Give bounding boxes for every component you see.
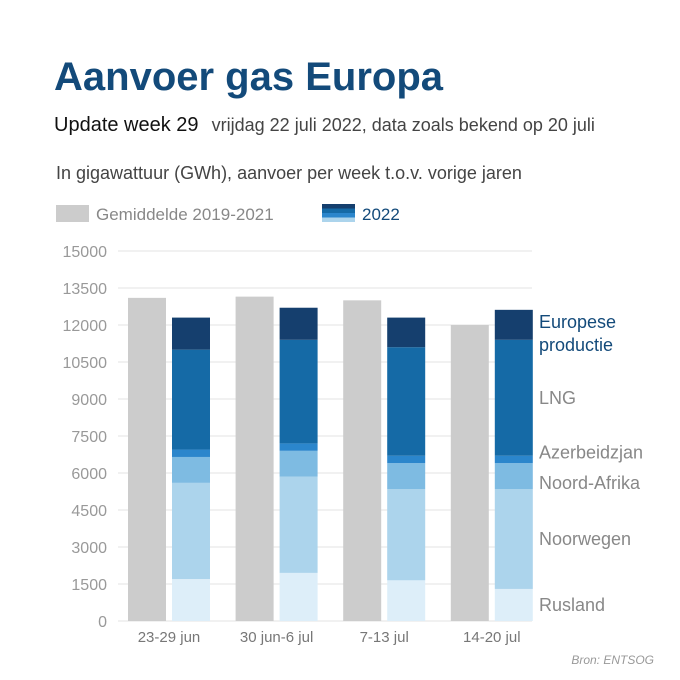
bar-2022-noorwegen-14-20-jul bbox=[494, 489, 533, 589]
bar-2022-lng-30-jun-6-jul bbox=[279, 339, 318, 444]
segment-label-noorwegen: Noorwegen bbox=[539, 529, 631, 549]
bar-2022-rusland-7-13-jul bbox=[387, 580, 426, 621]
bar-2022-noord-afrika-7-13-jul bbox=[387, 463, 426, 490]
y-tick-label: 4500 bbox=[71, 503, 107, 520]
bar-2022-rusland-14-20-jul bbox=[494, 588, 533, 621]
bar-2022-noorwegen-30-jun-6-jul bbox=[279, 476, 318, 573]
bar-2022-noord-afrika-14-20-jul bbox=[494, 463, 533, 490]
bar-2022-europese-productie-14-20-jul bbox=[494, 309, 533, 340]
bar-2022-europese-productie-7-13-jul bbox=[387, 317, 426, 348]
y-tick-label: 3000 bbox=[71, 540, 107, 557]
x-axis-categories: 23-29 jun 30 jun-6 jul 7-13 jul 14-20 jul bbox=[138, 629, 521, 646]
segment-label-productie: productie bbox=[539, 335, 613, 355]
bar-2022-rusland-23-29-jun bbox=[172, 579, 210, 621]
bar-average-14-20-jul bbox=[450, 325, 489, 621]
bar-2022-azerbeidzjan-14-20-jul bbox=[494, 455, 533, 464]
y-tick-label: 9000 bbox=[71, 392, 107, 409]
bar-average-30-jun-6-jul bbox=[235, 296, 274, 621]
segment-label-rusland: Rusland bbox=[539, 595, 605, 615]
legend: Gemiddelde 2019-2021 2022 bbox=[56, 204, 400, 224]
x-category-label: 30 jun-6 jul bbox=[240, 629, 313, 646]
segment-label-lng: LNG bbox=[539, 388, 576, 408]
y-tick-label: 12000 bbox=[63, 318, 108, 335]
y-axis-ticks: 0 1500 3000 4500 6000 7500 9000 10500 12000 13500… bbox=[63, 244, 108, 631]
legend-label-2022: 2022 bbox=[362, 205, 400, 224]
update-label: Update week 29 bbox=[54, 114, 199, 136]
bar-2022-europese-productie-30-jun-6-jul bbox=[279, 307, 318, 340]
legend-swatch-average bbox=[56, 205, 89, 222]
y-tick-label: 6000 bbox=[71, 466, 107, 483]
bar-2022-noorwegen-7-13-jul bbox=[387, 489, 426, 581]
y-tick-label: 7500 bbox=[71, 429, 107, 446]
y-tick-label: 13500 bbox=[63, 281, 108, 298]
segment-label-noord-afrika: Noord-Afrika bbox=[539, 473, 641, 493]
x-category-label: 23-29 jun bbox=[138, 629, 201, 646]
bar-2022-azerbeidzjan-23-29-jun bbox=[172, 449, 210, 457]
segment-labels: Europese productie LNG Azerbeidzjan Noord-Af… bbox=[539, 312, 643, 615]
legend-swatch-2022 bbox=[322, 204, 355, 222]
source-note: Bron: ENTSOG bbox=[571, 653, 654, 667]
segment-label-europese: Europese bbox=[539, 312, 616, 332]
bar-2022-lng-14-20-jul bbox=[494, 339, 533, 456]
segment-label-azerbeidzjan: Azerbeidzjan bbox=[539, 443, 643, 463]
bar-2022-azerbeidzjan-7-13-jul bbox=[387, 455, 426, 464]
chart-title: Aanvoer gas Europa bbox=[54, 55, 444, 99]
y-tick-label: 1500 bbox=[71, 577, 107, 594]
bar-average-7-13-jul bbox=[343, 300, 382, 621]
legend-label-average: Gemiddelde 2019-2021 bbox=[96, 205, 274, 224]
bar-2022-noorwegen-23-29-jun bbox=[172, 482, 210, 580]
y-tick-label: 10500 bbox=[63, 355, 108, 372]
update-line: Update week 29 vrijdag 22 juli 2022, dat… bbox=[54, 114, 595, 136]
update-detail: vrijdag 22 juli 2022, data zoals bekend … bbox=[212, 115, 595, 135]
bar-2022-europese-productie-23-29-jun bbox=[172, 317, 210, 350]
x-category-label: 14-20 jul bbox=[463, 629, 521, 646]
bar-2022-lng-23-29-jun bbox=[172, 349, 210, 450]
bar-2022-noord-afrika-23-29-jun bbox=[172, 456, 210, 483]
bar-2022-lng-7-13-jul bbox=[387, 347, 426, 456]
bar-average-23-29-jun bbox=[128, 297, 166, 621]
bar-2022-rusland-30-jun-6-jul bbox=[279, 572, 318, 621]
y-tick-label: 15000 bbox=[63, 244, 108, 261]
y-tick-label: 0 bbox=[98, 614, 107, 631]
bar-2022-noord-afrika-30-jun-6-jul bbox=[279, 450, 318, 477]
chart-description: In gigawattuur (GWh), aanvoer per week t… bbox=[56, 163, 522, 183]
x-category-label: 7-13 jul bbox=[360, 629, 409, 646]
bars bbox=[128, 296, 533, 621]
bar-2022-azerbeidzjan-30-jun-6-jul bbox=[279, 443, 318, 451]
